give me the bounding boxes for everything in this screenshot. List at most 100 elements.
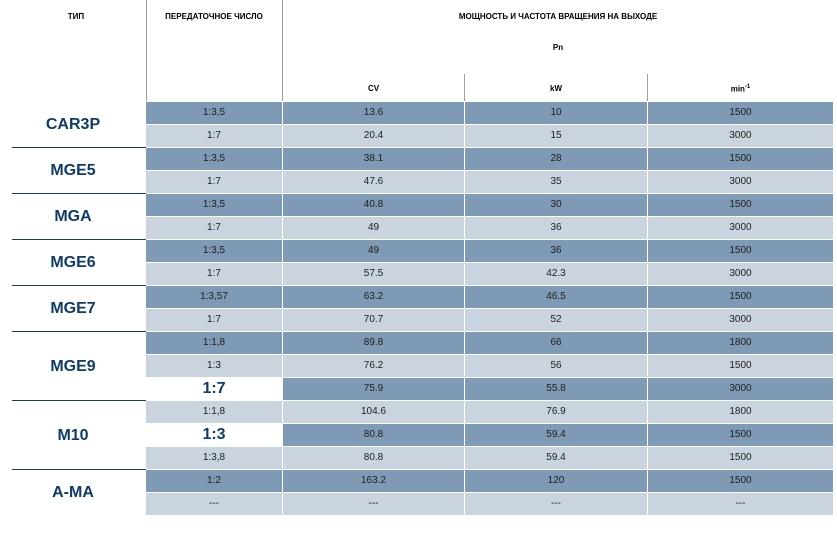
cell-ratio: 1:7 [146, 125, 282, 147]
table-row: 1:7 70.7 52 3000 [146, 309, 833, 331]
header-min: min-1 [648, 84, 833, 94]
table-row: 1:7 47.6 35 3000 [146, 171, 833, 193]
cell-ratio: 1:3,5 [146, 194, 282, 216]
cell-rpm: 1500 [648, 286, 833, 308]
table-row: 1:3 80.8 59.4 1500 [146, 424, 833, 446]
type-label: A-MA [52, 484, 94, 501]
header-divider [647, 74, 648, 101]
cell-ratio: 1:3,57 [146, 286, 282, 308]
cell-cv: 40.8 [283, 194, 464, 216]
type-separator [12, 193, 146, 194]
header-type: ТИП [67, 12, 85, 21]
cell-rpm: 1500 [648, 240, 833, 262]
type-separator [12, 285, 146, 286]
table-row: 1:1,8 104.6 76.9 1800 [146, 401, 833, 423]
cell-cv: 70.7 [283, 309, 464, 331]
type-separator [12, 469, 146, 470]
type-label: MGE6 [50, 254, 96, 271]
header-cv: CV [367, 84, 380, 93]
cell-cv: 75.9 [283, 378, 464, 400]
cell-rpm: 1500 [648, 447, 833, 469]
cell-ratio: 1:7 [146, 171, 282, 193]
cell-kw: 52 [465, 309, 647, 331]
cell-kw: 42.3 [465, 263, 647, 285]
table-row: 1:3,5 38.1 28 1500 [146, 148, 833, 170]
header-min-text: min [730, 84, 745, 94]
cell-rpm: 1500 [648, 424, 833, 446]
cell-ratio: 1:7 [146, 217, 282, 239]
header-divider [146, 0, 147, 101]
header-power: МОЩНОСТЬ И ЧАСТОТА ВРАЩЕНИЯ НА ВЫХОДЕ [458, 12, 658, 21]
table-row: --- --- --- --- [146, 493, 833, 515]
cell-ratio: 1:3,8 [146, 447, 282, 469]
cell-ratio: 1:1,8 [146, 401, 282, 423]
cell-kw: 36 [465, 217, 647, 239]
cell-ratio: 1:7 [146, 309, 282, 331]
cell-cv: 38.1 [283, 148, 464, 170]
table-row: 1:7 20.4 15 3000 [146, 125, 833, 147]
cell-kw: 59.4 [465, 447, 647, 469]
table-row: 1:7 75.9 55.8 3000 [146, 378, 833, 400]
cell-ratio: 1:7 [146, 263, 282, 285]
cell-kw: 66 [465, 332, 647, 354]
cell-rpm: 3000 [648, 217, 833, 239]
cell-cv: 163.2 [283, 470, 464, 492]
cell-cv: 47.6 [283, 171, 464, 193]
cell-cv: 49 [283, 240, 464, 262]
cell-cv: 76.2 [283, 355, 464, 377]
header-ratio: ПЕРЕДАТОЧНОЕ ЧИСЛО [165, 12, 263, 21]
cell-kw: 55.8 [465, 378, 647, 400]
header-min-sup: -1 [744, 84, 751, 90]
cell-kw: 35 [465, 171, 647, 193]
cell-rpm: 1500 [648, 102, 833, 124]
cell-ratio: 1:2 [146, 470, 282, 492]
table-row: 1:3 76.2 56 1500 [146, 355, 833, 377]
cell-rpm: 3000 [648, 263, 833, 285]
type-separator [12, 147, 146, 148]
cell-cv: 80.8 [283, 424, 464, 446]
cell-ratio: 1:3,5 [146, 240, 282, 262]
cell-cv: 20.4 [283, 125, 464, 147]
table-row: 1:3,5 40.8 30 1500 [146, 194, 833, 216]
cell-rpm: 1800 [648, 401, 833, 423]
header-divider [464, 74, 465, 101]
type-label: M10 [57, 426, 89, 444]
cell-ratio: 1:7 [146, 378, 282, 400]
cell-ratio: --- [146, 493, 282, 515]
type-separator [12, 331, 146, 332]
cell-kw: 59.4 [465, 424, 647, 446]
cell-rpm: --- [648, 493, 833, 515]
cell-ratio: 1:3,5 [146, 148, 282, 170]
type-label: CAR3P [45, 116, 101, 133]
cell-kw: 15 [465, 125, 647, 147]
cell-rpm: 3000 [648, 171, 833, 193]
cell-rpm: 1500 [648, 470, 833, 492]
cell-ratio: 1:1,8 [146, 332, 282, 354]
cell-kw: 46.5 [465, 286, 647, 308]
cell-kw: 120 [465, 470, 647, 492]
table-row: 1:3,8 80.8 59.4 1500 [146, 447, 833, 469]
cell-kw: 56 [465, 355, 647, 377]
cell-rpm: 1500 [648, 355, 833, 377]
cell-kw: 76.9 [465, 401, 647, 423]
cell-rpm: 3000 [648, 309, 833, 331]
table-row: 1:1,8 89.8 66 1800 [146, 332, 833, 354]
cell-cv: 57.5 [283, 263, 464, 285]
cell-rpm: 1800 [648, 332, 833, 354]
cell-kw: --- [465, 493, 647, 515]
table-row: 1:7 49 36 3000 [146, 217, 833, 239]
header-divider [282, 0, 283, 101]
cell-cv: 63.2 [283, 286, 464, 308]
cell-rpm: 3000 [648, 378, 833, 400]
table-row: 1:3,57 63.2 46.5 1500 [146, 286, 833, 308]
header-kw: kW [550, 84, 562, 93]
cell-cv: 89.8 [283, 332, 464, 354]
cell-kw: 30 [465, 194, 647, 216]
type-separator [12, 400, 146, 401]
cell-ratio: 1:3 [146, 424, 282, 446]
table-row: 1:3,5 49 36 1500 [146, 240, 833, 262]
cell-kw: 10 [465, 102, 647, 124]
cell-ratio: 1:3 [146, 355, 282, 377]
type-label: MGE7 [50, 300, 96, 317]
